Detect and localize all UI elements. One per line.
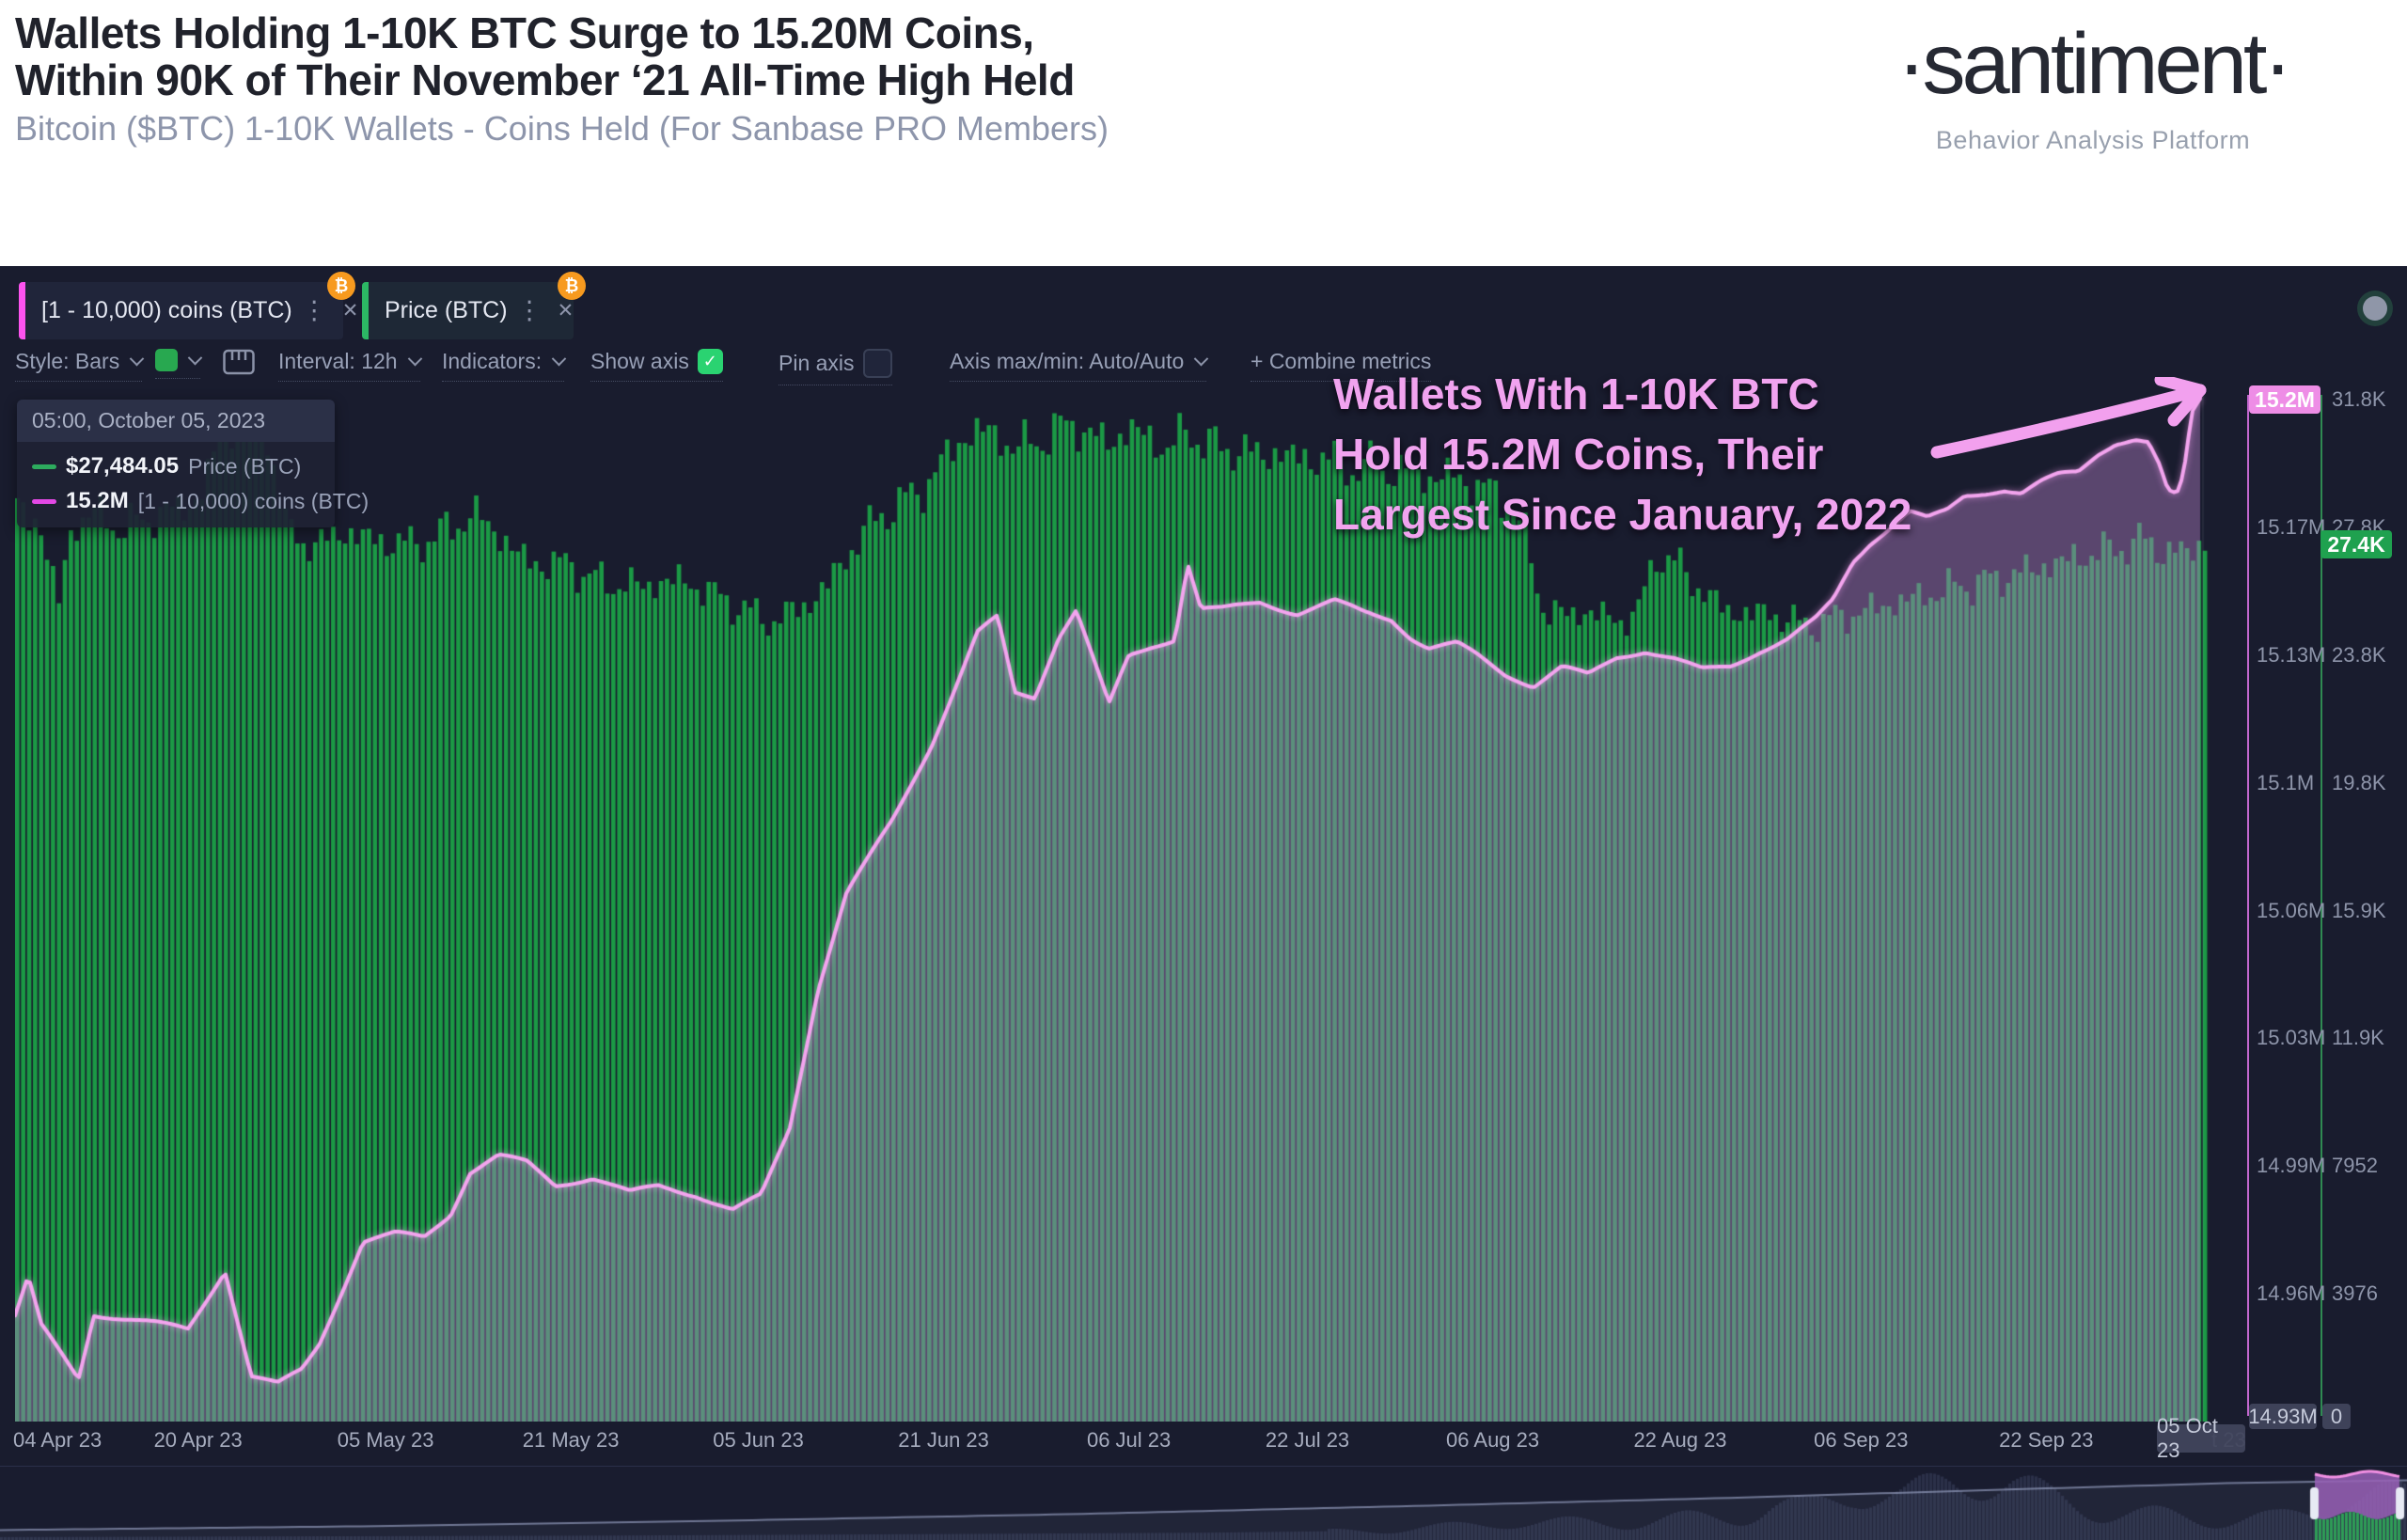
tab-accent-bar — [362, 282, 369, 339]
price-series-dash — [32, 464, 56, 469]
legend-tooltip: 05:00, October 05, 2023 $27,484.05 Price… — [17, 400, 369, 527]
coins-y-tick: 15.03M — [2257, 1026, 2326, 1050]
chevron-down-icon — [187, 350, 203, 365]
x-tick: 06 Sep 23 — [1814, 1428, 1909, 1452]
tab-label: [1 - 10,000) coins (BTC) — [41, 297, 292, 323]
annotation-arrow — [1930, 377, 2207, 459]
annotation-line-2: Hold 15.2M Coins, Their — [1333, 430, 1824, 479]
x-tick: 06 Aug 23 — [1446, 1428, 1540, 1452]
price-y-tick: 19.8K — [2332, 770, 2386, 794]
price-y-tick: 7952 — [2332, 1154, 2378, 1178]
coins-current-badge: 15.2M — [2249, 385, 2320, 414]
series-color-swatch — [155, 349, 178, 371]
price-y-tick: 23.8K — [2332, 642, 2386, 667]
x-tick: 22 Jul 23 — [1265, 1428, 1350, 1452]
chart-toolbar: Style: Bars Interval: 12h Indicators: — [0, 349, 1432, 390]
price-coins-chart[interactable] — [15, 387, 2247, 1422]
annotation-text: Wallets With 1-10K BTC Hold 15.2M Coins,… — [1333, 364, 1911, 544]
coins-y-tick: 15.17M — [2257, 514, 2326, 539]
brand-block: ·santiment· Behavior Analysis Platform — [1792, 8, 2394, 155]
axis-maxmin-dropdown[interactable]: Axis max/min: Auto/Auto — [950, 349, 1209, 382]
checkbox-unchecked-icon[interactable] — [862, 349, 892, 378]
combine-metrics-button[interactable]: + Combine metrics — [1251, 349, 1432, 382]
legend-timestamp: 05:00, October 05, 2023 — [17, 400, 335, 442]
pin-axis-toggle[interactable]: Pin axis — [779, 349, 892, 385]
coins-y-tick: 15.06M — [2257, 898, 2326, 922]
bitcoin-icon: ₿ — [327, 272, 355, 300]
x-tick: 22 Sep 23 — [1999, 1428, 2094, 1452]
checkbox-checked-icon[interactable]: ✓ — [697, 349, 723, 374]
tab-accent-bar — [19, 282, 25, 339]
x-tick: 22 Aug 23 — [1633, 1428, 1727, 1452]
timeline-minimap[interactable] — [0, 1467, 2407, 1540]
price-y-tick: 3976 — [2332, 1281, 2378, 1306]
x-tick: 05 May 23 — [337, 1428, 434, 1452]
combine-metrics-label: + Combine metrics — [1251, 349, 1432, 373]
show-axis-toggle[interactable]: Show axis ✓ — [590, 349, 723, 382]
x-tick: 20 Apr 23 — [153, 1428, 243, 1452]
tab-price-metric[interactable]: Price (BTC) ⋮ ✕ ₿ — [362, 272, 586, 339]
show-axis-label: Show axis — [590, 349, 689, 373]
close-icon[interactable]: ✕ — [557, 300, 574, 322]
minimap-divider — [0, 1466, 2407, 1467]
title-line-2: Within 90K of Their November ‘21 All-Tim… — [15, 55, 1075, 104]
brand-tagline: Behavior Analysis Platform — [1935, 126, 2251, 154]
indicators-label: Indicators: — [442, 349, 543, 373]
crosshair-date-badge: 05 Oct 23 — [2157, 1414, 2245, 1462]
color-swatch-dropdown[interactable] — [155, 349, 203, 379]
chevron-down-icon — [551, 351, 567, 367]
x-tick: 05 Jun 23 — [713, 1428, 804, 1452]
coins-value: 15.2M — [66, 488, 129, 513]
page-subtitle: Bitcoin ($BTC) 1-10K Wallets - Coins Hel… — [15, 109, 1109, 148]
price-axis-min-badge: 0 — [2322, 1404, 2351, 1429]
price-series-label: Price (BTC) — [188, 453, 302, 479]
x-tick: 06 Jul 23 — [1086, 1428, 1172, 1452]
chevron-down-icon — [1194, 351, 1209, 367]
x-tick: 21 May 23 — [522, 1428, 620, 1452]
chevron-down-icon — [129, 351, 145, 367]
price-y-tick: 31.8K — [2332, 387, 2386, 411]
ruler-icon — [223, 349, 255, 375]
annotation-line-3: Largest Since January, 2022 — [1333, 490, 1912, 539]
pin-axis-label: Pin axis — [779, 351, 855, 375]
tab-label: Price (BTC) — [385, 297, 508, 323]
axis-maxmin-label: Axis max/min: Auto/Auto — [950, 349, 1185, 373]
kebab-menu-icon[interactable]: ⋮ — [516, 296, 543, 324]
tab-coins-metric[interactable]: [1 - 10,000) coins (BTC) ⋮ ✕ ₿ — [19, 272, 358, 339]
coins-y-tick: 14.96M — [2257, 1281, 2326, 1306]
price-y-tick: 15.9K — [2332, 898, 2386, 922]
interval-dropdown[interactable]: Interval: 12h — [278, 349, 422, 382]
indicators-dropdown[interactable]: Indicators: — [442, 349, 567, 382]
coins-series-label: [1 - 10,000) coins (BTC) — [137, 488, 370, 513]
title-line-1: Wallets Holding 1-10K BTC Surge to 15.20… — [15, 8, 1034, 57]
price-current-badge: 27.4K — [2320, 530, 2392, 558]
coins-y-tick: 15.13M — [2257, 642, 2326, 667]
coins-axis-min-badge: 14.93M — [2248, 1404, 2318, 1429]
chevron-down-icon — [407, 351, 422, 367]
bar-style-icon[interactable] — [223, 349, 255, 382]
price-axis-line — [2320, 395, 2322, 1416]
legend-row-coins: 15.2M [1 - 10,000) coins (BTC) — [32, 488, 369, 514]
legend-row-price: $27,484.05 Price (BTC) — [32, 453, 320, 479]
coins-y-tick: 15.1M — [2257, 770, 2315, 794]
style-dropdown[interactable]: Style: Bars — [15, 349, 145, 382]
kebab-menu-icon[interactable]: ⋮ — [301, 296, 327, 324]
coins-series-dash — [32, 498, 56, 504]
record-indicator-button[interactable] — [2363, 296, 2387, 321]
bitcoin-icon: ₿ — [558, 272, 586, 300]
coins-y-tick: 14.99M — [2257, 1154, 2326, 1178]
x-tick: 04 Apr 23 — [13, 1428, 102, 1452]
page-title: Wallets Holding 1-10K BTC Surge to 15.20… — [15, 9, 1075, 103]
coins-axis-line — [2247, 395, 2249, 1416]
style-label: Style: Bars — [15, 349, 120, 373]
price-y-tick: 11.9K — [2332, 1026, 2384, 1050]
interval-label: Interval: 12h — [278, 349, 398, 373]
close-icon[interactable]: ✕ — [341, 300, 359, 322]
x-tick: 21 Jun 23 — [898, 1428, 989, 1452]
price-value: $27,484.05 — [66, 453, 180, 479]
santiment-logo: ·santiment· — [1896, 16, 2292, 112]
chart-panel: [1 - 10,000) coins (BTC) ⋮ ✕ ₿ Price (BT… — [0, 266, 2407, 1540]
annotation-line-1: Wallets With 1-10K BTC — [1333, 369, 1819, 418]
